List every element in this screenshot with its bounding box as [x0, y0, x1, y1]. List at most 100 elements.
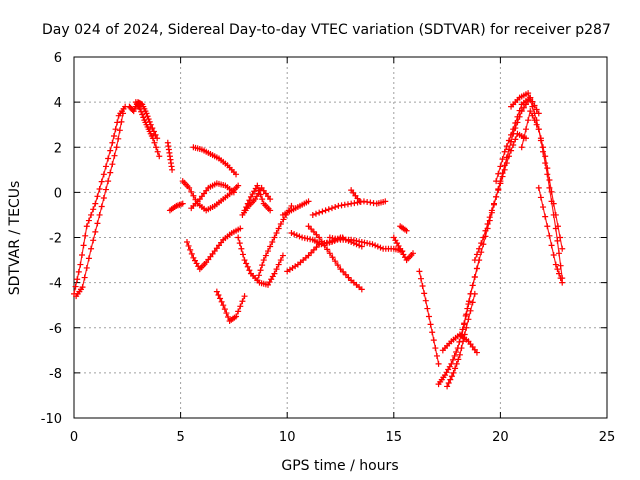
data-point — [499, 156, 506, 163]
data-point — [149, 125, 156, 132]
series-arc-10 — [183, 225, 244, 273]
data-point — [269, 239, 276, 246]
data-point — [546, 184, 553, 191]
data-point — [152, 131, 159, 138]
data-point — [469, 282, 476, 289]
data-point — [455, 356, 462, 363]
data-point — [458, 345, 465, 352]
data-point — [493, 178, 500, 185]
data-point — [501, 148, 508, 155]
data-point — [512, 136, 519, 143]
data-point — [244, 200, 251, 207]
data-point — [482, 227, 489, 234]
data-point — [484, 220, 491, 227]
data-point — [471, 273, 478, 280]
data-point — [321, 242, 328, 249]
data-point — [144, 113, 151, 120]
data-point — [552, 225, 559, 232]
data-point — [429, 329, 436, 336]
data-point — [554, 266, 561, 273]
data-point — [453, 349, 460, 356]
data-point — [501, 166, 508, 173]
series-arc-24 — [397, 223, 410, 234]
data-point — [416, 268, 423, 275]
data-point — [265, 248, 272, 255]
data-point — [316, 209, 323, 216]
data-point — [417, 275, 424, 282]
data-point — [556, 250, 563, 257]
data-point — [254, 182, 261, 189]
data-point — [156, 153, 163, 160]
series-arc-4 — [132, 99, 163, 160]
data-point — [74, 276, 81, 283]
data-point — [145, 116, 152, 123]
data-point — [505, 153, 512, 160]
x-tick-label: 10 — [279, 430, 296, 445]
data-point — [540, 204, 547, 211]
x-tick-label: 0 — [70, 430, 78, 445]
data-point — [499, 173, 506, 180]
data-point — [544, 223, 551, 230]
series-arc-7 — [179, 178, 242, 214]
data-point — [535, 126, 542, 133]
data-point — [109, 161, 116, 168]
data-point — [450, 369, 457, 376]
data-point — [96, 211, 103, 218]
data-point — [77, 261, 84, 268]
data-point — [105, 178, 112, 185]
data-point — [422, 297, 429, 304]
data-point — [102, 186, 109, 193]
data-point — [508, 147, 515, 154]
data-point — [473, 265, 480, 272]
data-point — [235, 182, 242, 189]
series-arc-33 — [518, 108, 566, 282]
data-point — [85, 217, 92, 224]
series-arc-6 — [164, 139, 176, 173]
data-point — [542, 160, 549, 167]
data-point — [98, 203, 105, 210]
data-point — [329, 254, 336, 261]
data-point — [503, 143, 510, 150]
data-point — [447, 376, 454, 383]
data-point — [374, 243, 381, 250]
y-tick-labels: -10 -8 -6 -4 -2 0 2 4 6 — [41, 51, 62, 427]
data-point — [332, 258, 339, 265]
data-point — [241, 293, 248, 300]
data-point — [313, 244, 320, 251]
data-point — [467, 307, 474, 314]
data-point — [465, 316, 472, 323]
data-point — [80, 242, 87, 249]
data-point — [520, 104, 527, 111]
data-point — [495, 170, 502, 177]
data-point — [316, 234, 323, 241]
data-point — [421, 290, 428, 297]
series-arc-19 — [305, 223, 365, 293]
data-point — [419, 283, 426, 290]
series-arc-16 — [279, 198, 312, 218]
data-point — [271, 270, 278, 277]
data-point — [554, 237, 561, 244]
series-trace — [438, 259, 480, 385]
data-point — [271, 234, 278, 241]
data-point — [510, 126, 517, 133]
data-point — [79, 284, 86, 291]
data-point — [233, 171, 240, 178]
data-point — [542, 213, 549, 220]
data-point — [328, 205, 335, 212]
series-arc-11 — [213, 288, 248, 324]
data-point — [461, 321, 468, 328]
data-point — [235, 234, 242, 241]
data-point — [471, 257, 478, 264]
data-point — [425, 313, 432, 320]
data-point — [277, 220, 284, 227]
data-point — [236, 240, 243, 247]
data-point — [533, 121, 540, 128]
data-point — [235, 308, 242, 315]
data-point — [459, 331, 466, 338]
data-point — [88, 211, 95, 218]
data-point — [293, 232, 300, 239]
data-point — [120, 110, 127, 117]
data-point — [310, 246, 317, 253]
series-arc-32 — [508, 90, 566, 252]
data-point — [96, 185, 103, 192]
